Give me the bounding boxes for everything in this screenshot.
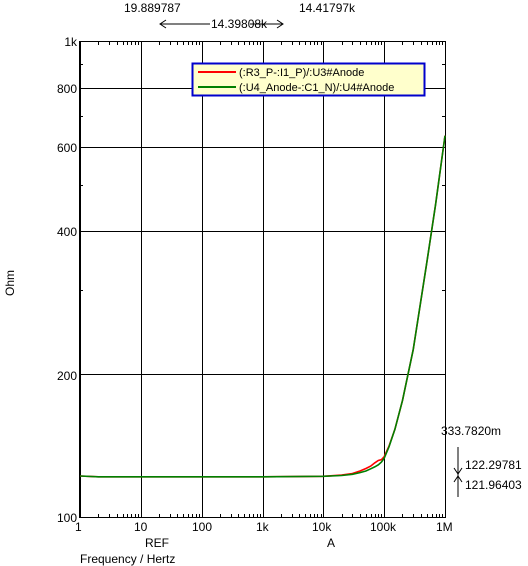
cursor-layer	[159, 19, 463, 497]
delta-cursor-value: 14.39808k	[211, 17, 268, 31]
delta-arrow-left-head	[159, 19, 167, 29]
series-line-2	[79, 135, 446, 478]
delta-y-measurement: 333.7820m	[441, 424, 502, 438]
y-tick-label: 100	[56, 511, 77, 525]
y-tick-label: 800	[56, 82, 77, 96]
series-layer	[79, 135, 446, 478]
measurement-value-1: 122.29781	[465, 458, 522, 472]
y-tick-label: 200	[56, 369, 77, 383]
delta-y-arrow-bottom	[453, 475, 463, 483]
series-line-1	[79, 135, 446, 478]
delta-y-arrow-top	[453, 467, 463, 475]
x-tick-label: 1	[75, 520, 82, 534]
x-axis-label: Frequency / Hertz	[80, 552, 176, 566]
x-tick-label: 1M	[436, 520, 453, 534]
x-tick-label: 100	[192, 520, 213, 534]
ref-cursor-value: 19.889787	[124, 1, 181, 15]
x-tick-label: 1k	[256, 520, 269, 534]
y-tick-label: 600	[56, 141, 77, 155]
y-tick-label: 400	[56, 225, 77, 239]
x-tick-label: 100k	[370, 520, 397, 534]
plot-frame	[79, 41, 446, 518]
legend-entry-2: (:U4_Anode-:C1_N)/:U4#Anode	[239, 82, 394, 94]
grid	[80, 42, 446, 517]
a-marker-label: A	[327, 536, 336, 550]
ref-marker-label: REF	[145, 536, 169, 550]
x-tick-label: 10	[134, 520, 148, 534]
x-tick-label: 10k	[312, 520, 332, 534]
legend-box	[191, 62, 426, 97]
a-cursor-value: 14.41797k	[299, 1, 356, 15]
delta-arrow-right-head	[276, 19, 284, 29]
legend-entry-1: (:R3_P-:I1_P)/:U3#Anode	[239, 67, 364, 79]
measurement-value-2: 121.96403	[465, 478, 522, 492]
legend: (:R3_P-:I1_P)/:U3#Anode (:U4_Anode-:C1_N)…	[191, 62, 426, 97]
y-axis-label: Ohm	[3, 269, 17, 296]
y-tick-label: 1k	[64, 35, 77, 49]
